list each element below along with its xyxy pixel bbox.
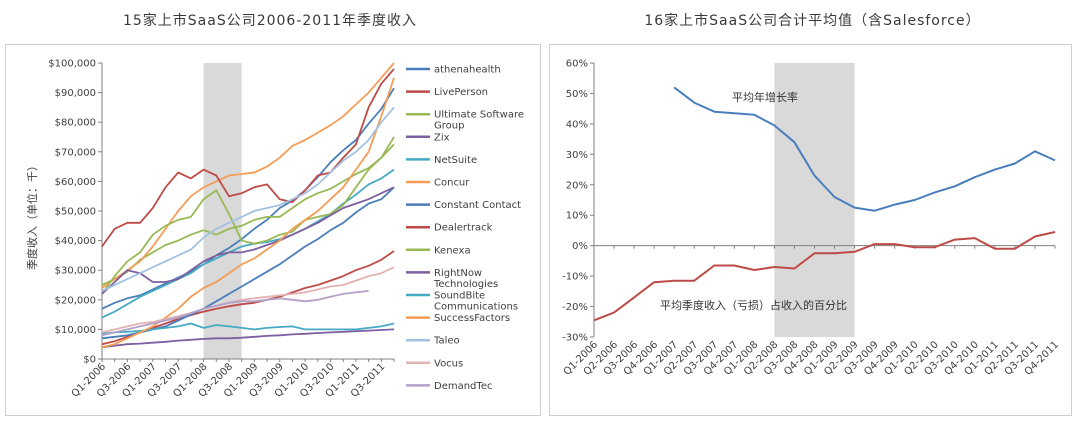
chart-1-series-line-soundbite-communications — [101, 322, 395, 335]
chart-1-series-line-rightnow-technologies — [101, 186, 395, 295]
chart-2-y-tick-label: 0% — [572, 241, 588, 252]
legend-label-zix: Zix — [434, 132, 450, 143]
chart-2-plot: -30%-20%-10%0%10%20%30%40%50%60%Q1-2006Q… — [562, 59, 1061, 378]
chart-1-series-line-dealertrack — [101, 68, 395, 248]
annotation-growth-rate: 平均年增长率 — [732, 90, 798, 104]
chart-2-series-line-series — [593, 231, 1056, 322]
chart-1-y-tick-label: $10,000 — [55, 325, 96, 336]
chart-1-series-line-demandtec — [101, 290, 369, 337]
chart-1-y-tick-label: $50,000 — [55, 207, 96, 218]
chart-1-y-tick-label: $40,000 — [55, 236, 96, 247]
chart-1-plot: $0 $10,000 $20,000 $30,000 $40,000 $50,000 $60… — [25, 59, 524, 400]
chart-1-title: 15家上市SaaS公司2006-2011年季度收入 — [122, 13, 418, 29]
chart-2-y-tick-label: 40% — [566, 119, 588, 130]
chart-2-title: 16家上市SaaS公司合计平均值（含Salesforce） — [644, 13, 981, 29]
chart-1-series-line-vocus — [101, 266, 395, 334]
chart-2-shaded-band — [774, 63, 855, 337]
legend-label-concur: Concur — [434, 178, 470, 189]
chart-1-y-tick-label: $0 — [83, 355, 96, 366]
chart-1-y-tick-label: $80,000 — [55, 118, 96, 129]
chart-1-shaded-band — [203, 63, 242, 359]
chart-1-y-tick-label: $20,000 — [55, 295, 96, 306]
chart-1-series-line-kenexa — [101, 136, 395, 295]
chart-1-frame: $0 $10,000 $20,000 $30,000 $40,000 $50,000 $60… — [5, 44, 541, 416]
chart-2-frame: -30% -20% -10% 0% 10% 20% 30% 40% 50% 60% Q1-2006 Q… — [549, 44, 1072, 416]
chart-2-y-tick-label: 30% — [566, 150, 588, 161]
legend-label-vocus: Vocus — [434, 358, 463, 369]
chart-1-series-line-liveperson — [101, 250, 395, 346]
chart-1-y-tick-label: $30,000 — [55, 266, 96, 277]
legend-label-ultimate-software-group: Ultimate Software Group — [434, 110, 524, 132]
legend-label-constant-contact: Constant Contact — [434, 200, 521, 211]
chart-1-y-axis-label: 季度收入（单位：千） — [25, 160, 39, 270]
chart-1-series-line-ultimate-software-group — [101, 143, 395, 286]
legend-label-athenahealth: athenahealth — [434, 65, 501, 76]
chart-1-series-line-taleo — [101, 106, 395, 292]
chart-1-series-line-concur — [101, 62, 395, 289]
chart-2-y-tick-label: -10% — [562, 272, 588, 283]
legend-label-rightnow-technologies: RightNow Technologies — [433, 268, 498, 290]
chart-1-series-line-constant-contact — [101, 186, 395, 340]
legend-label-soundbite-communications: SoundBite Communications — [434, 291, 518, 313]
chart-1-series-line-zix — [101, 328, 395, 349]
chart-2-y-tick-label: -20% — [562, 302, 588, 313]
chart-1-y-tick-label: $100,000 — [48, 59, 96, 70]
chart-1-y-tick-label: $90,000 — [55, 88, 96, 99]
chart-2-y-tick-label: 10% — [566, 211, 588, 222]
chart-1-y-tick-label: $60,000 — [55, 177, 96, 188]
chart-1-series-line-successfactors — [101, 77, 395, 349]
chart-2-y-tick-label: 20% — [566, 180, 588, 191]
legend-label-demandtec: DemandTec — [434, 381, 492, 392]
legend-label-successfactors: SuccessFactors — [434, 313, 510, 324]
chart-1-series-line-athenahealth — [101, 87, 395, 310]
legend-label-kenexa: Kenexa — [434, 245, 471, 256]
legend-label-liveperson: LivePerson — [434, 87, 488, 98]
chart-1-y-tick-label: $70,000 — [55, 147, 96, 158]
chart-2-y-tick-label: 50% — [566, 89, 588, 100]
chart-2-y-tick-label: -30% — [562, 333, 588, 344]
legend-label-netsuite: NetSuite — [434, 155, 477, 166]
legend-label-taleo: Taleo — [433, 336, 460, 347]
annotation-profit-margin: 平均季度收入（亏损）占收入的百分比 — [660, 298, 847, 312]
chart-2-y-tick-label: 60% — [566, 59, 588, 70]
chart-2-series-line-series — [673, 86, 1056, 212]
legend-label-dealertrack: Dealertrack — [434, 223, 493, 234]
